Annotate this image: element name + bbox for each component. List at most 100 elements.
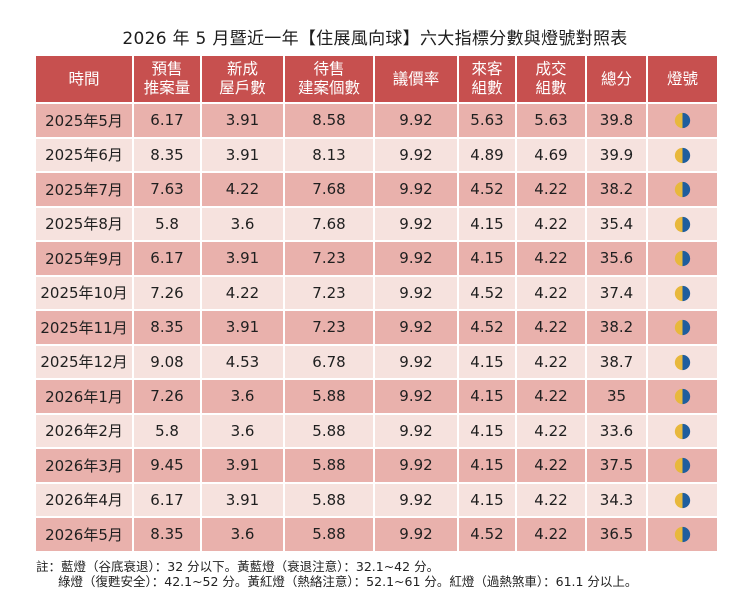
cell-presale: 7.63 — [134, 173, 202, 208]
cell-deals: 4.22 — [517, 276, 587, 311]
cell-light — [648, 380, 717, 415]
cell-time: 2025年11月 — [36, 311, 134, 346]
cell-bargain: 9.92 — [375, 449, 459, 484]
cell-total: 35.4 — [587, 207, 648, 242]
cell-visitors: 4.52 — [459, 518, 517, 553]
cell-presale: 5.8 — [134, 414, 202, 449]
cell-light — [648, 311, 717, 346]
cell-presale: 6.17 — [134, 104, 202, 139]
cell-bargain: 9.92 — [375, 104, 459, 139]
cell-pending: 5.88 — [285, 380, 375, 415]
blue-yellow-light-icon — [674, 423, 691, 439]
cell-time: 2026年3月 — [36, 449, 134, 484]
table-row: 2025年10月 7.26 4.22 7.23 9.92 4.52 4.22 37.4 — [36, 276, 717, 311]
cell-pending: 8.13 — [285, 138, 375, 173]
cell-new-units: 3.6 — [202, 380, 285, 415]
cell-visitors: 4.52 — [459, 311, 517, 346]
cell-total: 38.2 — [587, 173, 648, 208]
cell-presale: 6.17 — [134, 483, 202, 518]
cell-total: 39.9 — [587, 138, 648, 173]
cell-deals: 5.63 — [517, 104, 587, 139]
cell-new-units: 3.91 — [202, 138, 285, 173]
blue-yellow-light-icon — [674, 113, 691, 129]
blue-yellow-light-icon — [674, 182, 691, 198]
cell-time: 2025年9月 — [36, 242, 134, 277]
cell-light — [648, 173, 717, 208]
cell-new-units: 3.91 — [202, 242, 285, 277]
cell-total: 34.3 — [587, 483, 648, 518]
cell-deals: 4.69 — [517, 138, 587, 173]
cell-deals: 4.22 — [517, 483, 587, 518]
cell-bargain: 9.92 — [375, 207, 459, 242]
table-row: 2025年11月 8.35 3.91 7.23 9.92 4.52 4.22 38.2 — [36, 311, 717, 346]
cell-pending: 7.23 — [285, 276, 375, 311]
cell-bargain: 9.92 — [375, 483, 459, 518]
cell-visitors: 4.15 — [459, 449, 517, 484]
cell-total: 37.5 — [587, 449, 648, 484]
cell-total: 37.4 — [587, 276, 648, 311]
cell-new-units: 4.22 — [202, 276, 285, 311]
blue-yellow-light-icon — [674, 147, 691, 163]
cell-new-units: 3.6 — [202, 207, 285, 242]
indicator-table: 時間 預售 推案量 新成 屋戶數 待售 建案個數 議價率 來客 組數 成交 組數 總分 燈… — [36, 56, 717, 553]
cell-deals: 4.22 — [517, 449, 587, 484]
header-deals: 成交 組數 — [517, 56, 587, 104]
cell-deals: 4.22 — [517, 173, 587, 208]
cell-pending: 5.88 — [285, 414, 375, 449]
table-row: 2025年5月 6.17 3.91 8.58 9.92 5.63 5.63 39.8 — [36, 104, 717, 139]
cell-bargain: 9.92 — [375, 518, 459, 553]
header-pending: 待售 建案個數 — [285, 56, 375, 104]
cell-pending: 5.88 — [285, 518, 375, 553]
cell-visitors: 4.15 — [459, 242, 517, 277]
cell-new-units: 4.22 — [202, 173, 285, 208]
table-row: 2025年12月 9.08 4.53 6.78 9.92 4.15 4.22 38.7 — [36, 345, 717, 380]
table-row: 2026年4月 6.17 3.91 5.88 9.92 4.15 4.22 34.3 — [36, 483, 717, 518]
cell-deals: 4.22 — [517, 345, 587, 380]
cell-presale: 7.26 — [134, 276, 202, 311]
cell-deals: 4.22 — [517, 207, 587, 242]
cell-light — [648, 104, 717, 139]
cell-visitors: 4.52 — [459, 276, 517, 311]
cell-presale: 8.35 — [134, 138, 202, 173]
cell-light — [648, 518, 717, 553]
cell-pending: 7.23 — [285, 242, 375, 277]
cell-light — [648, 414, 717, 449]
cell-total: 38.2 — [587, 311, 648, 346]
cell-time: 2025年12月 — [36, 345, 134, 380]
table-body: 2025年5月 6.17 3.91 8.58 9.92 5.63 5.63 39.8 2025年… — [36, 104, 717, 553]
blue-yellow-light-icon — [674, 389, 691, 405]
cell-presale: 6.17 — [134, 242, 202, 277]
cell-time: 2026年1月 — [36, 380, 134, 415]
blue-yellow-light-icon — [674, 458, 691, 474]
cell-bargain: 9.92 — [375, 138, 459, 173]
cell-total: 39.8 — [587, 104, 648, 139]
page-title: 2026 年 5 月暨近一年【住展風向球】六大指標分數與燈號對照表 — [122, 29, 628, 49]
cell-light — [648, 449, 717, 484]
cell-new-units: 3.91 — [202, 104, 285, 139]
legend-note-line-1: 註：藍燈（谷底衰退）：32 分以下。黃藍燈（衰退注意）：32.1~42 分。 — [36, 559, 440, 574]
cell-light — [648, 276, 717, 311]
cell-bargain: 9.92 — [375, 311, 459, 346]
cell-light — [648, 207, 717, 242]
table-row: 2026年3月 9.45 3.91 5.88 9.92 4.15 4.22 37.5 — [36, 449, 717, 484]
cell-new-units: 3.91 — [202, 449, 285, 484]
blue-yellow-light-icon — [674, 354, 691, 370]
table-header-row: 時間 預售 推案量 新成 屋戶數 待售 建案個數 議價率 來客 組數 成交 組數 總分 燈… — [36, 56, 717, 104]
cell-new-units: 3.6 — [202, 518, 285, 553]
cell-deals: 4.22 — [517, 242, 587, 277]
cell-visitors: 4.15 — [459, 207, 517, 242]
legend-note-line-2: 綠燈（復甦安全）：42.1~52 分。黃紅燈（熱絡注意）：52.1~61 分。紅… — [58, 574, 638, 589]
cell-pending: 7.23 — [285, 311, 375, 346]
table-row: 2025年8月 5.8 3.6 7.68 9.92 4.15 4.22 35.4 — [36, 207, 717, 242]
cell-total: 35.6 — [587, 242, 648, 277]
cell-bargain: 9.92 — [375, 173, 459, 208]
cell-time: 2026年2月 — [36, 414, 134, 449]
cell-visitors: 4.15 — [459, 414, 517, 449]
cell-total: 38.7 — [587, 345, 648, 380]
cell-time: 2025年7月 — [36, 173, 134, 208]
cell-light — [648, 242, 717, 277]
cell-light — [648, 483, 717, 518]
cell-pending: 6.78 — [285, 345, 375, 380]
cell-presale: 5.8 — [134, 207, 202, 242]
table-row: 2026年1月 7.26 3.6 5.88 9.92 4.15 4.22 35 — [36, 380, 717, 415]
